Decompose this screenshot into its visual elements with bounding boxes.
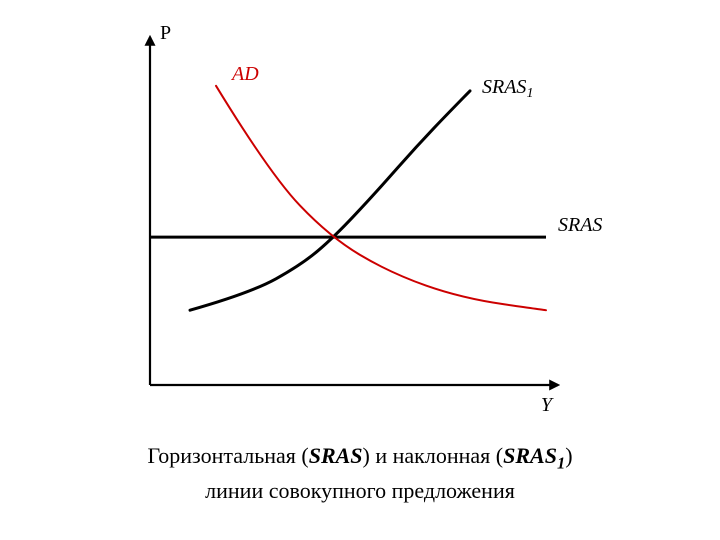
caption-line1-suffix: ): [565, 443, 572, 468]
caption-line1-mid: ) и наклонная (: [363, 443, 504, 468]
caption-line2: линии совокупного предложения: [205, 478, 515, 503]
sras-label: SRAS: [558, 214, 602, 236]
sras1-label: SRAS1: [482, 76, 533, 101]
ad-curve: [216, 86, 546, 310]
caption-line1-prefix: Горизонтальная (: [147, 443, 308, 468]
figure: { "chart": { "type": "economics-diagram"…: [0, 0, 720, 540]
caption-sras1-sub: 1: [557, 453, 565, 472]
sras1-curve: [190, 91, 470, 310]
caption-sras1: SRAS: [503, 443, 557, 468]
ad-label: AD: [230, 63, 259, 85]
y-axis-label: P: [160, 22, 171, 44]
x-axis-label: Y: [541, 394, 554, 416]
caption-sras: SRAS: [309, 443, 363, 468]
caption: Горизонтальная (SRAS) и наклонная (SRAS1…: [0, 440, 720, 507]
